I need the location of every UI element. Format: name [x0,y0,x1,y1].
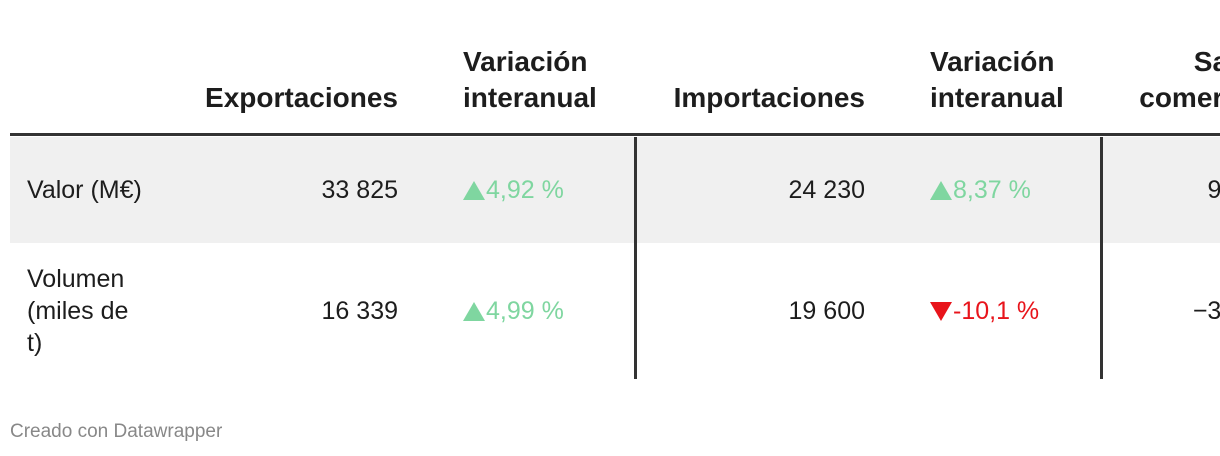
header-rule [10,133,1220,136]
cell: 19 600 [788,297,865,325]
up-arrow [463,301,485,321]
cell: 4,92 % [486,176,564,204]
cell: 24 230 [788,176,865,204]
footer: Creado con Datawrapper [10,421,223,442]
cell: −3 261 [1192,297,1220,325]
row-label: Valor (M€) [27,176,142,204]
column-rule [634,137,637,379]
cell: 16 339 [321,297,398,325]
cell: 9 595 [1207,176,1220,204]
row-bg [10,137,1220,243]
up-arrow [930,180,952,200]
cell: 8,37 % [953,176,1031,204]
change-cell: 4,99 % [463,243,564,379]
column-rule [1100,137,1103,379]
column-header: Saldo comercial [1139,46,1220,113]
column-header: Variación interanual [930,46,1064,113]
column-header: Importaciones [673,82,865,113]
up-arrow [463,180,485,200]
column-header: Exportaciones [205,82,398,113]
down-arrow [930,301,952,321]
change-cell: -10,1 % [930,243,1039,379]
change-cell: 8,37 % [930,137,1031,243]
row-label: Volumen (miles de t) [27,265,129,357]
cell: 4,99 % [486,297,564,325]
column-header: Variación interanual [463,46,597,113]
change-cell: 4,92 % [463,137,564,243]
cell: -10,1 % [953,297,1040,325]
cell: 33 825 [321,176,398,204]
